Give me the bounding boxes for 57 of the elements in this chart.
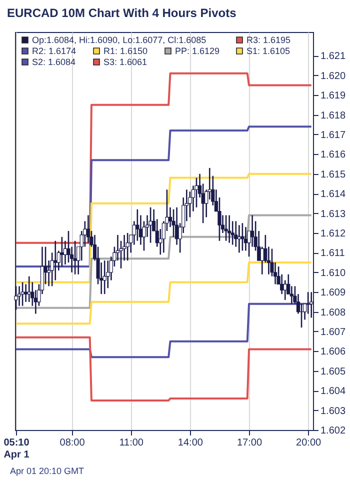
y-tick-label: 1.609 <box>320 288 346 299</box>
candlestick <box>60 236 64 268</box>
y-tick-label: 1.605 <box>320 366 346 378</box>
y-tick-label: 1.611 <box>320 248 346 260</box>
legend-label: Op:1.6084, Hi:1.6090, Lo:1.6077, Cl:1.6085 <box>32 35 206 45</box>
candlestick <box>148 206 152 244</box>
candlestick <box>86 214 90 244</box>
x-tick-label: 20:00 <box>296 438 322 448</box>
y-tick-label: 1.616 <box>320 150 346 161</box>
candlestick <box>54 240 58 281</box>
candlestick <box>310 291 314 318</box>
y-tick-label: 1.608 <box>320 307 346 318</box>
candlestick <box>280 274 284 295</box>
candlestick <box>290 286 294 305</box>
y-tick-label: 1.618 <box>320 110 346 122</box>
x-tick-label: 17:00 <box>236 438 262 448</box>
candlestick <box>250 214 254 248</box>
x-tick-label: 08:00 <box>60 438 86 448</box>
candlestick <box>224 214 228 242</box>
candlestick <box>17 286 22 307</box>
y-tick-label: 1.607 <box>320 326 346 338</box>
legend-label: S1: 1.6105 <box>246 46 290 56</box>
y-tick-label: 1.619 <box>320 90 346 102</box>
candlestick <box>240 222 244 252</box>
legend-label: PP: 1.6129 <box>175 46 220 56</box>
legend-label: R1: 1.6150 <box>104 46 148 56</box>
x-tick-label: 14:00 <box>178 438 204 448</box>
y-tick-label: 1.602 <box>320 426 346 436</box>
y-tick-label: 1.614 <box>320 189 346 200</box>
y-tick-label: 1.613 <box>320 208 346 220</box>
legend-label: S2: 1.6084 <box>32 57 76 67</box>
candlestick <box>126 232 130 262</box>
candlestick <box>194 177 198 208</box>
legend-label: R3: 1.6195 <box>246 35 291 45</box>
y-tick-label: 1.615 <box>320 169 346 180</box>
y-tick-label: 1.612 <box>320 228 346 240</box>
legend-label: R2: 1.6174 <box>32 46 76 56</box>
candlestick <box>14 286 18 310</box>
text: Apr 01 20:10 GMT <box>10 466 85 476</box>
y-tick-label: 1.610 <box>320 268 346 279</box>
candlestick <box>24 284 28 303</box>
candlestick <box>73 240 77 275</box>
y-tick-label: 1.603 <box>320 406 346 417</box>
y-tick-label: 1.617 <box>320 130 346 141</box>
candlestick <box>102 260 106 295</box>
chart-title: EURCAD 10M Chart With 4 Hours Pivots <box>7 6 237 20</box>
x-tick-label: 11:00 <box>119 438 144 448</box>
y-tick-label: 1.604 <box>320 386 346 398</box>
candlestick <box>228 214 232 244</box>
y-tick-label: 1.621 <box>320 51 346 62</box>
y-tick-label: 1.606 <box>320 346 346 358</box>
candlestick <box>136 208 140 242</box>
legend-label: S3: 1.6061 <box>104 57 148 67</box>
y-tick-label: 1.620 <box>320 70 346 82</box>
x-tick-label: 05:10 Apr 1 <box>4 438 30 460</box>
candlestick <box>218 196 222 242</box>
candlestick <box>20 282 24 307</box>
